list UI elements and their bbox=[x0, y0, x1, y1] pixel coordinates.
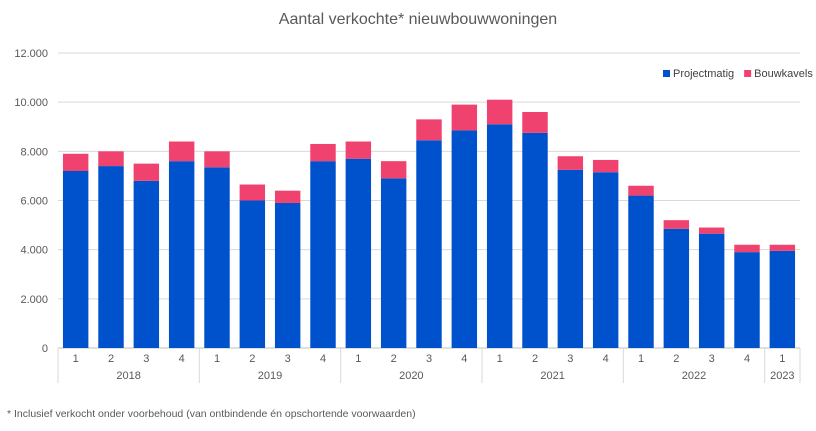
legend-swatch-projectmatig bbox=[663, 70, 670, 77]
legend-label-bouwkavels: Bouwkavels bbox=[754, 68, 813, 80]
stacked-bar-chart: Aantal verkochte* nieuwbouwwoningen 0 2.0… bbox=[14, 11, 813, 383]
x-tick-label: 4 bbox=[320, 353, 326, 365]
bar-projectmatig bbox=[62, 171, 89, 348]
bar-bouwkavels bbox=[98, 151, 124, 167]
chart-title: Aantal verkochte* nieuwbouwwoningen bbox=[279, 11, 557, 28]
bar-projectmatig bbox=[451, 130, 478, 348]
bar-projectmatig bbox=[310, 161, 336, 348]
bar-bouwkavels bbox=[522, 112, 548, 133]
bar-bouwkavels bbox=[451, 104, 478, 131]
y-tick-label: 4.000 bbox=[20, 245, 48, 257]
bar-bouwkavels bbox=[310, 143, 336, 162]
y-axis-ticks: 0 2.000 4.000 6.000 8.000 10.000 12.000 bbox=[14, 48, 48, 355]
y-tick-label: 12.000 bbox=[14, 48, 48, 60]
bar-projectmatig bbox=[663, 228, 690, 348]
bar-bouwkavels bbox=[663, 220, 690, 229]
year-label: 2020 bbox=[399, 370, 423, 382]
y-tick-label: 2.000 bbox=[20, 294, 48, 306]
x-tick-label: 1 bbox=[214, 353, 220, 365]
legend-swatch-bouwkavels bbox=[744, 70, 752, 77]
x-tick-label: 3 bbox=[426, 353, 432, 365]
bar-projectmatig bbox=[274, 202, 301, 348]
bar-projectmatig bbox=[98, 166, 124, 348]
y-tick-label: 10.000 bbox=[14, 97, 48, 109]
bar-bouwkavels bbox=[133, 163, 160, 181]
bars bbox=[62, 99, 796, 349]
bar-projectmatig bbox=[557, 169, 584, 348]
bar-projectmatig bbox=[345, 158, 372, 348]
x-tick-label: 3 bbox=[143, 353, 149, 365]
x-tick-label: 4 bbox=[179, 353, 185, 365]
x-tick-label: 1 bbox=[497, 353, 503, 365]
x-tick-label: 2 bbox=[249, 353, 255, 365]
x-tick-label: 1 bbox=[355, 353, 361, 365]
bar-bouwkavels bbox=[345, 141, 372, 159]
legend-label-projectmatig: Projectmatig bbox=[673, 68, 734, 80]
bar-projectmatig bbox=[628, 195, 654, 348]
x-tick-label: 2 bbox=[532, 353, 538, 365]
bar-projectmatig bbox=[734, 252, 760, 348]
bar-projectmatig bbox=[698, 233, 725, 348]
x-tick-label: 2 bbox=[391, 353, 397, 365]
x-tick-label: 1 bbox=[779, 353, 785, 365]
bar-bouwkavels bbox=[380, 161, 407, 179]
x-tick-label: 1 bbox=[73, 353, 79, 365]
bar-bouwkavels bbox=[274, 190, 301, 203]
x-tick-label: 3 bbox=[285, 353, 291, 365]
bar-bouwkavels bbox=[734, 244, 760, 253]
x-tick-label: 4 bbox=[603, 353, 609, 365]
x-tick-label: 3 bbox=[567, 353, 573, 365]
x-tick-label: 2 bbox=[108, 353, 114, 365]
bar-projectmatig bbox=[239, 200, 266, 348]
year-label: 2022 bbox=[682, 370, 706, 382]
legend: Projectmatig Bouwkavels bbox=[663, 68, 813, 80]
x-axis: 1 2 3 4 1 2 3 4 1 2 3 4 1 2 3 4 1 2 3 4 1 2018 2019 2020 2021 202… bbox=[57, 348, 801, 383]
y-tick-label: 6.000 bbox=[20, 196, 48, 208]
bar-bouwkavels bbox=[62, 153, 89, 171]
year-label: 2018 bbox=[116, 370, 140, 382]
y-tick-label: 8.000 bbox=[20, 146, 48, 158]
bar-bouwkavels bbox=[486, 99, 513, 125]
x-tick-label: 1 bbox=[638, 353, 644, 365]
bar-bouwkavels bbox=[416, 119, 442, 141]
year-label: 2021 bbox=[540, 370, 564, 382]
x-tick-label: 4 bbox=[744, 353, 750, 365]
x-tick-label: 2 bbox=[673, 353, 679, 365]
bar-bouwkavels bbox=[204, 151, 230, 168]
bar-projectmatig bbox=[380, 178, 407, 348]
bar-projectmatig bbox=[592, 172, 619, 348]
bar-projectmatig bbox=[204, 167, 230, 348]
y-tick-label: 0 bbox=[42, 343, 48, 355]
bar-bouwkavels bbox=[239, 184, 266, 201]
bar-bouwkavels bbox=[592, 159, 619, 173]
bar-bouwkavels bbox=[769, 244, 796, 251]
bar-projectmatig bbox=[486, 124, 513, 349]
bar-projectmatig bbox=[133, 180, 160, 348]
year-label: 2019 bbox=[258, 370, 282, 382]
bar-bouwkavels bbox=[557, 156, 584, 170]
bar-bouwkavels bbox=[168, 141, 195, 162]
bar-projectmatig bbox=[416, 140, 442, 348]
bar-bouwkavels bbox=[628, 185, 654, 196]
year-label: 2023 bbox=[770, 370, 794, 382]
x-tick-label: 4 bbox=[461, 353, 467, 365]
bar-projectmatig bbox=[522, 132, 548, 348]
footnote: * Inclusief verkocht onder voorbehoud (v… bbox=[7, 408, 416, 420]
bar-bouwkavels bbox=[698, 227, 725, 234]
bar-projectmatig bbox=[769, 250, 796, 348]
x-tick-label: 3 bbox=[709, 353, 715, 365]
bar-projectmatig bbox=[168, 161, 195, 348]
